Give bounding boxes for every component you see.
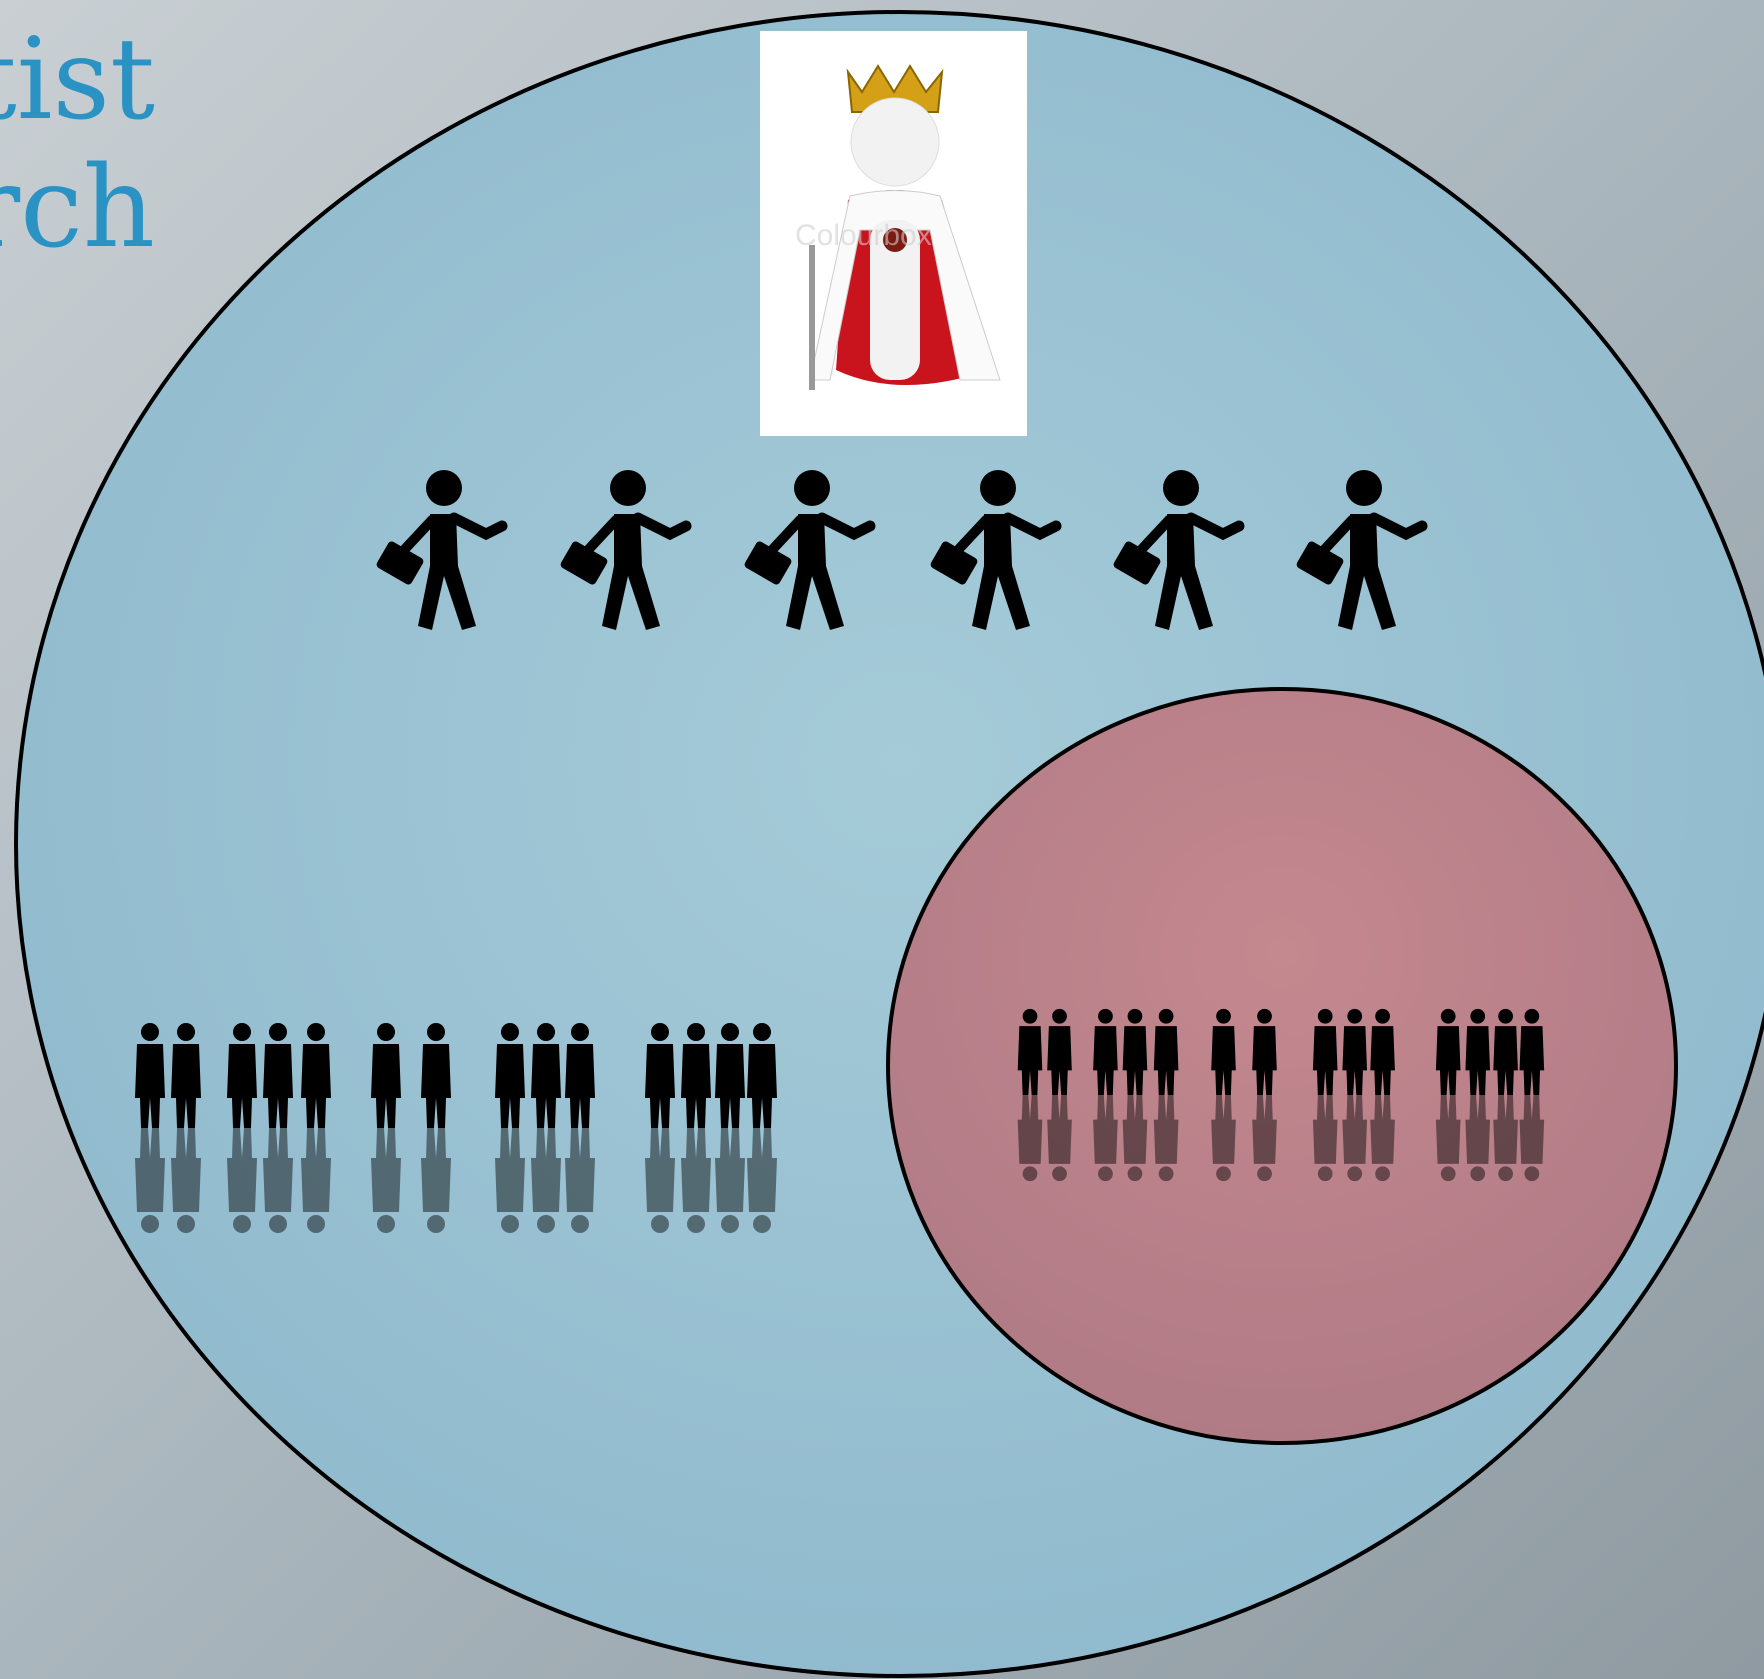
- watermark: Colourbox: [795, 219, 932, 252]
- slide: tist rch Colourbox: [0, 0, 1764, 1679]
- inner-circle: [888, 689, 1676, 1443]
- title-line: tist: [0, 15, 155, 145]
- title-line: rch: [0, 143, 155, 273]
- king-image: Colourbox: [760, 31, 1027, 436]
- page: tist rch Colourbox (() => { const data =…: [0, 0, 1764, 1679]
